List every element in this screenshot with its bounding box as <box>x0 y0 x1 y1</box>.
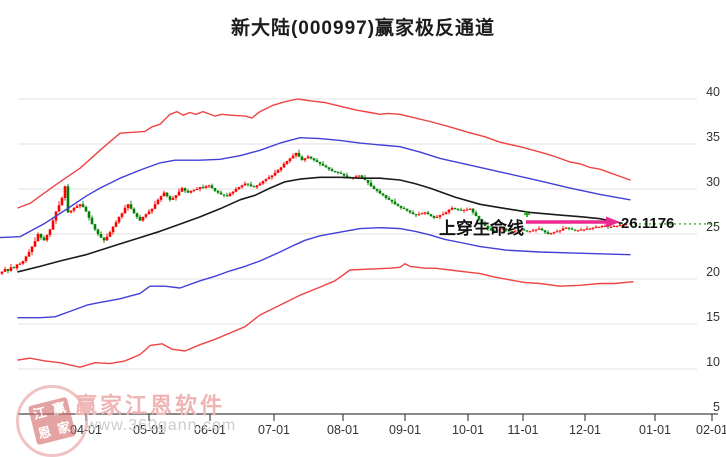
x-axis-label: 01-01 <box>639 423 671 437</box>
x-axis-label: 10-01 <box>452 423 484 437</box>
y-axis-label: 40 <box>706 85 720 99</box>
watermark-url-text: www.360gann.com <box>86 417 237 434</box>
watermark-brand-text: 赢家江恩软件 <box>75 393 226 418</box>
x-axis-label: 05-01 <box>133 423 165 437</box>
x-axis-label: 06-01 <box>194 423 226 437</box>
signal-annotation: 上穿生命线 <box>439 219 524 238</box>
y-axis-label: 20 <box>706 265 720 279</box>
y-axis-label: 30 <box>706 175 720 189</box>
watermark-stamp-square: 江 赢 恩 家 <box>27 396 77 446</box>
x-axis-label: 02-01 <box>696 423 726 437</box>
last-price-label: 26.1176 <box>621 215 675 232</box>
y-axis-label: 35 <box>706 130 720 144</box>
y-axis-label: 5 <box>713 400 720 414</box>
y-axis-label: 25 <box>706 220 720 234</box>
stamp-char: 家 <box>55 418 73 437</box>
x-axis-label: 09-01 <box>389 423 421 437</box>
chart-title: 新大陆(000997)赢家极反通道 <box>230 18 496 39</box>
x-axis-label: 07-01 <box>258 423 290 437</box>
x-axis-label: 11-01 <box>507 423 538 437</box>
x-axis-label: 12-01 <box>569 423 601 437</box>
x-axis-label: 08-01 <box>327 423 359 437</box>
y-axis-label: 10 <box>706 355 720 369</box>
y-axis-label: 15 <box>706 310 720 324</box>
signal-arrowhead <box>606 216 620 228</box>
